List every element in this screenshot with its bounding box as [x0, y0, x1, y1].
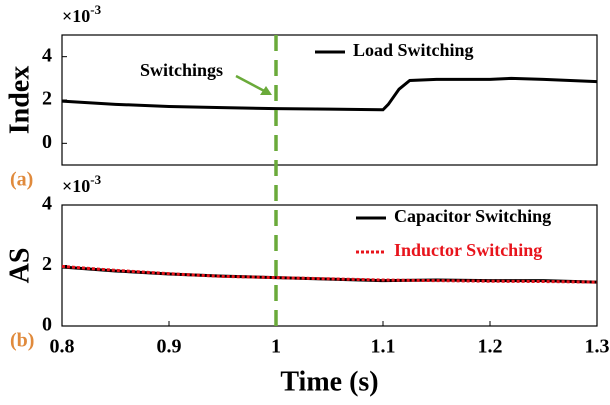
- y-tick-label: 0: [42, 131, 52, 153]
- legend-label: Inductor Switching: [394, 240, 542, 260]
- panel-label: (b): [10, 330, 34, 352]
- series-line: [61, 264, 598, 284]
- y-tick-label: 0: [42, 314, 52, 336]
- multiplier-exponent: -3: [90, 2, 101, 17]
- annotation-arrowhead: [260, 86, 272, 95]
- multiplier-base: ×10: [62, 176, 90, 196]
- y-axis-label: AS: [4, 248, 35, 284]
- x-tick-label: 1.2: [478, 336, 503, 358]
- multiplier: ×10-3: [62, 172, 102, 196]
- x-tick-label: 1.3: [585, 336, 610, 358]
- multiplier-exponent: -3: [90, 172, 101, 187]
- plot-frame: [61, 34, 598, 166]
- x-tick-label: 1: [271, 336, 281, 358]
- y-tick-label: 2: [42, 253, 52, 275]
- annotation: Switchings: [140, 60, 223, 80]
- multiplier: ×10-3: [62, 2, 102, 26]
- x-tick-label: 0.8: [50, 336, 75, 358]
- x-axis-label: Time (s): [280, 366, 378, 397]
- y-tick-label: 4: [42, 193, 52, 215]
- y-tick-label: 2: [42, 88, 52, 110]
- multiplier-base: ×10: [62, 6, 90, 26]
- y-axis-label: Index: [4, 66, 35, 134]
- y-tick-label: 4: [42, 44, 52, 66]
- series-line: [61, 76, 598, 112]
- x-tick-label: 1.1: [371, 336, 396, 358]
- panel-label: (a): [10, 169, 33, 191]
- x-tick-label: 0.9: [157, 336, 182, 358]
- legend-label: Load Switching: [353, 40, 474, 60]
- legend-label: Capacitor Switching: [394, 206, 551, 226]
